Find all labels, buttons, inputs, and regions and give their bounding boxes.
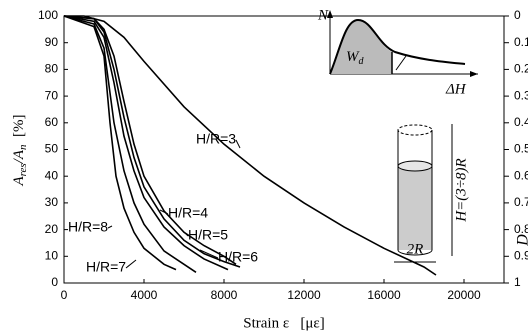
y-tick-label: 0 [51, 275, 58, 289]
series-line [63, 15, 237, 265]
specimen-diameter: 2R [407, 241, 424, 257]
series-line [63, 15, 229, 271]
y-tick-label: 10 [45, 248, 59, 262]
y-tick-label: 60 [45, 115, 59, 129]
label-leader [107, 225, 113, 229]
inset-area-text: W [346, 49, 360, 65]
x-tick-label: 16000 [367, 288, 401, 302]
inset-arrow [395, 55, 407, 71]
series-line [63, 15, 177, 271]
y-label-part: [%] [11, 114, 27, 144]
y2-tick-label: 0.9 [514, 248, 528, 262]
y2-tick-label: 0.6 [514, 168, 528, 182]
y2-tick-label: 0.5 [514, 142, 528, 156]
x-tick-label: 0 [61, 288, 68, 302]
x-tick-label: 8000 [211, 288, 238, 302]
series-line [63, 15, 197, 273]
specimen-fill [398, 166, 432, 250]
y2-tick-label: 0.7 [514, 195, 528, 209]
y2-tick-label: 0.4 [514, 115, 528, 129]
y2-tick-label: 0.2 [514, 62, 528, 76]
series-line [64, 15, 437, 276]
y2-tick-label: 0.8 [514, 222, 528, 236]
y2-tick-label: 0 [514, 8, 521, 22]
y2-axis-label: D [515, 234, 528, 247]
y-tick-label: 30 [45, 195, 59, 209]
inset-arrow [327, 10, 333, 18]
label-leader [159, 209, 169, 215]
y-tick-label: 20 [45, 222, 59, 236]
y-label-part: A [11, 176, 27, 187]
x-tick-label: 4000 [131, 288, 158, 302]
series-label: H/R=4 [168, 205, 208, 221]
inset-x-label: ΔH [445, 81, 467, 97]
y-label-part: res [17, 163, 29, 176]
inset-arrow [470, 71, 478, 77]
specimen-top [397, 160, 433, 172]
specimen: H=(3÷8)R 2R [394, 124, 469, 263]
plot-frame [63, 15, 505, 284]
specimen-top-dashed [397, 124, 433, 136]
x-tick-label: 20000 [447, 288, 481, 302]
y2-tick-label: 1 [514, 275, 521, 289]
label-leader [235, 139, 241, 149]
y-tick-label: 40 [45, 168, 59, 182]
inset-curve [329, 18, 466, 75]
inset-area-label: Wd [346, 49, 365, 67]
inset-y-label: N [317, 7, 329, 23]
label-leader [199, 249, 219, 259]
x-axis-label: Strain ε [με] [243, 315, 324, 331]
series-label: H/R=5 [188, 227, 228, 243]
series-label: H/R=7 [86, 259, 126, 275]
y-label-part: n [17, 144, 29, 150]
y-tick-label: 100 [38, 8, 58, 22]
inset-area-sub: d [359, 56, 365, 67]
x-tick-label: 12000 [287, 288, 321, 302]
series-line [63, 15, 241, 268]
y-tick-label: 50 [45, 142, 59, 156]
y-tick-label: 70 [45, 88, 59, 102]
series-label: H/R=6 [218, 249, 258, 265]
y2-tick-label: 0.1 [514, 35, 528, 49]
inset: N ΔH Wd [317, 7, 478, 97]
series-label: H/R=8 [68, 219, 108, 235]
y-tick-label: 90 [45, 35, 59, 49]
specimen-height: H=(3÷8)R [453, 158, 469, 222]
y2-tick-label: 0.3 [514, 88, 528, 102]
y-axis-label: Ares/An [%] [11, 114, 28, 186]
specimen-outline [397, 130, 433, 256]
y-label-part: /A [11, 149, 27, 164]
series-label: H/R=3 [196, 131, 236, 147]
y-tick-label: 80 [45, 62, 59, 76]
label-leader [125, 259, 137, 269]
label-leader [181, 229, 189, 237]
